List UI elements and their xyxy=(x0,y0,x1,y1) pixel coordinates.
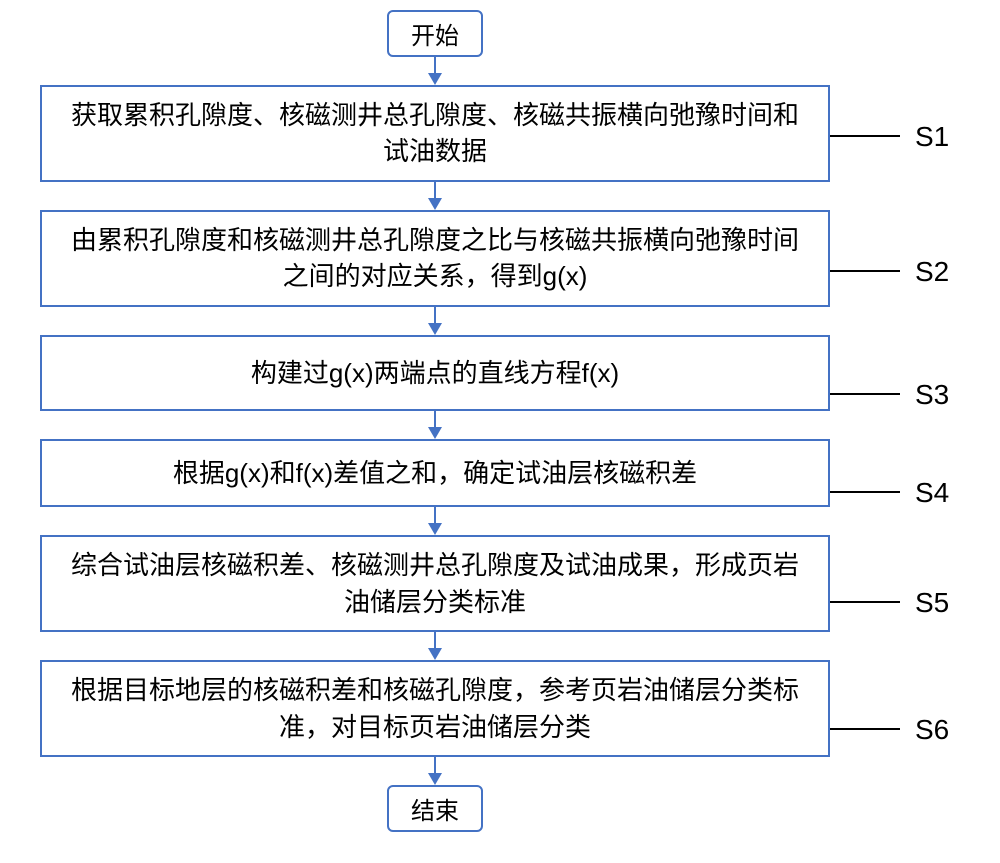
flowchart-container: 开始 获取累积孔隙度、核磁测井总孔隙度、核磁共振横向弛豫时间和试油数据 S1 由… xyxy=(40,10,960,832)
arrow-icon xyxy=(40,757,830,785)
process-box: 根据g(x)和f(x)差值之和，确定试油层核磁积差 xyxy=(40,439,830,507)
step-row: 构建过g(x)两端点的直线方程f(x) S3 xyxy=(40,335,960,411)
step-label: S6 xyxy=(915,714,949,746)
connector-line xyxy=(830,270,900,272)
step-label: S1 xyxy=(915,121,949,153)
step-label: S3 xyxy=(915,379,949,411)
arrow-icon xyxy=(40,57,830,85)
start-terminal: 开始 xyxy=(387,10,483,57)
process-box: 获取累积孔隙度、核磁测井总孔隙度、核磁共振横向弛豫时间和试油数据 xyxy=(40,85,830,182)
step-row: 根据g(x)和f(x)差值之和，确定试油层核磁积差 S4 xyxy=(40,439,960,507)
step-row: 综合试油层核磁积差、核磁测井总孔隙度及试油成果，形成页岩油储层分类标准 S5 xyxy=(40,535,960,632)
step-row: 根据目标地层的核磁积差和核磁孔隙度，参考页岩油储层分类标准，对目标页岩油储层分类… xyxy=(40,660,960,757)
process-box: 构建过g(x)两端点的直线方程f(x) xyxy=(40,335,830,411)
start-terminal-row: 开始 xyxy=(40,10,830,57)
arrow-icon xyxy=(40,182,830,210)
end-terminal-row: 结束 xyxy=(40,785,830,832)
connector-line xyxy=(830,601,900,603)
connector-line xyxy=(830,135,900,137)
end-terminal: 结束 xyxy=(387,785,483,832)
arrow-icon xyxy=(40,507,830,535)
connector-line xyxy=(830,728,900,730)
connector-line xyxy=(830,393,900,395)
connector-line xyxy=(830,491,900,493)
process-box: 综合试油层核磁积差、核磁测井总孔隙度及试油成果，形成页岩油储层分类标准 xyxy=(40,535,830,632)
step-label: S5 xyxy=(915,587,949,619)
process-box: 根据目标地层的核磁积差和核磁孔隙度，参考页岩油储层分类标准，对目标页岩油储层分类 xyxy=(40,660,830,757)
step-row: 由累积孔隙度和核磁测井总孔隙度之比与核磁共振横向弛豫时间之间的对应关系，得到g(… xyxy=(40,210,960,307)
process-box: 由累积孔隙度和核磁测井总孔隙度之比与核磁共振横向弛豫时间之间的对应关系，得到g(… xyxy=(40,210,830,307)
arrow-icon xyxy=(40,632,830,660)
step-label: S2 xyxy=(915,256,949,288)
step-row: 获取累积孔隙度、核磁测井总孔隙度、核磁共振横向弛豫时间和试油数据 S1 xyxy=(40,85,960,182)
step-label: S4 xyxy=(915,477,949,509)
arrow-icon xyxy=(40,307,830,335)
arrow-icon xyxy=(40,411,830,439)
